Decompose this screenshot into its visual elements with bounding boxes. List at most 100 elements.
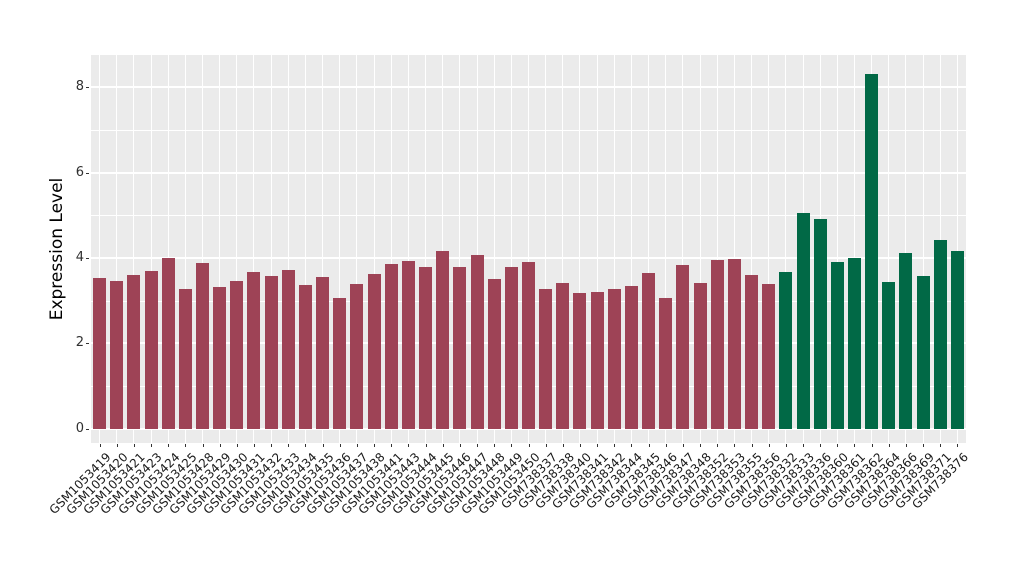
gridline-v: [545, 55, 547, 443]
bar: [933, 239, 947, 429]
gridline-v: [167, 55, 169, 443]
bar: [178, 289, 192, 429]
plot-panel: [91, 55, 966, 443]
y-tick-label: 2: [75, 335, 84, 351]
x-tick-mark: [888, 444, 890, 447]
gridline-v: [596, 55, 598, 443]
gridline-v: [322, 55, 324, 443]
x-tick-mark: [219, 444, 221, 447]
x-tick-mark: [682, 444, 684, 447]
gridline-v: [425, 55, 427, 443]
x-tick-mark: [957, 444, 959, 447]
y-tick-mark: [86, 343, 89, 345]
x-tick-mark: [940, 444, 942, 447]
gridline-v: [682, 55, 684, 443]
bar: [333, 297, 347, 429]
x-tick-mark: [151, 444, 153, 447]
x-tick-mark: [322, 444, 324, 447]
gridline-v: [442, 55, 444, 443]
bar: [298, 285, 312, 429]
bar: [745, 274, 759, 429]
x-tick-mark: [562, 444, 564, 447]
gridline-h-major: [91, 257, 966, 260]
bar: [624, 286, 638, 429]
gridline-v: [287, 55, 289, 443]
gridline-v: [785, 55, 787, 443]
bar: [436, 250, 450, 429]
bar: [762, 283, 776, 429]
gridline-v: [905, 55, 907, 443]
y-axis-title: Expression Level: [47, 177, 67, 321]
x-tick-mark: [631, 444, 633, 447]
x-tick-mark: [305, 444, 307, 447]
gridline-v: [528, 55, 529, 443]
bar: [710, 260, 724, 429]
x-tick-mark: [837, 444, 839, 447]
gridline-h-minor: [91, 130, 966, 132]
bar: [401, 260, 415, 429]
gridline-v: [613, 55, 615, 443]
bar: [573, 293, 587, 429]
bar: [264, 276, 278, 429]
gridline-v: [459, 55, 461, 443]
x-tick-mark: [425, 444, 427, 447]
x-tick-mark: [700, 444, 702, 447]
gridline-v: [304, 55, 306, 443]
bar: [504, 266, 518, 429]
gridline-v: [922, 55, 924, 443]
bar: [950, 251, 964, 429]
y-tick-mark: [86, 258, 89, 260]
x-tick-mark: [768, 444, 770, 447]
bar: [556, 283, 570, 429]
gridline-h-minor: [91, 215, 966, 217]
y-tick-mark: [86, 172, 89, 174]
gridline-v: [150, 55, 152, 443]
y-tick-mark: [86, 87, 89, 89]
x-tick-mark: [923, 444, 925, 447]
gridline-v: [99, 55, 101, 443]
gridline-v: [339, 55, 341, 443]
x-tick-mark: [648, 444, 650, 447]
gridline-v: [253, 55, 255, 443]
gridline-h-major: [91, 427, 966, 430]
bar: [230, 281, 244, 429]
x-tick-mark: [185, 444, 187, 447]
y-tick-label: 8: [75, 79, 84, 95]
x-tick-mark: [99, 444, 101, 447]
gridline-v: [562, 55, 564, 443]
bar: [590, 291, 604, 429]
bar: [916, 275, 930, 429]
bar: [110, 280, 124, 429]
gridline-v: [648, 55, 650, 443]
bar: [865, 74, 879, 429]
gridline-v: [853, 55, 855, 443]
x-tick-mark: [751, 444, 753, 447]
x-tick-mark: [579, 444, 581, 447]
bar: [453, 266, 467, 429]
gridline-v: [768, 55, 770, 443]
x-tick-mark: [494, 444, 496, 447]
x-tick-mark: [408, 444, 410, 447]
bar: [196, 262, 210, 429]
bar: [281, 269, 295, 429]
gridline-v: [407, 55, 409, 443]
x-tick-mark: [734, 444, 736, 447]
bar: [676, 265, 690, 429]
x-tick-mark: [236, 444, 238, 447]
x-tick-mark: [133, 444, 135, 447]
gridline-v: [390, 55, 392, 443]
bar: [882, 281, 896, 429]
x-tick-mark: [854, 444, 856, 447]
bar: [144, 271, 158, 429]
gridline-v: [270, 55, 272, 443]
bar: [247, 271, 261, 429]
bar: [161, 257, 175, 429]
x-tick-mark: [374, 444, 376, 447]
x-tick-mark: [459, 444, 461, 447]
bar: [727, 258, 741, 429]
gridline-v: [716, 55, 718, 443]
x-tick-mark: [511, 444, 513, 447]
x-tick-mark: [905, 444, 907, 447]
x-tick-mark: [339, 444, 341, 447]
gridline-v: [699, 55, 701, 443]
